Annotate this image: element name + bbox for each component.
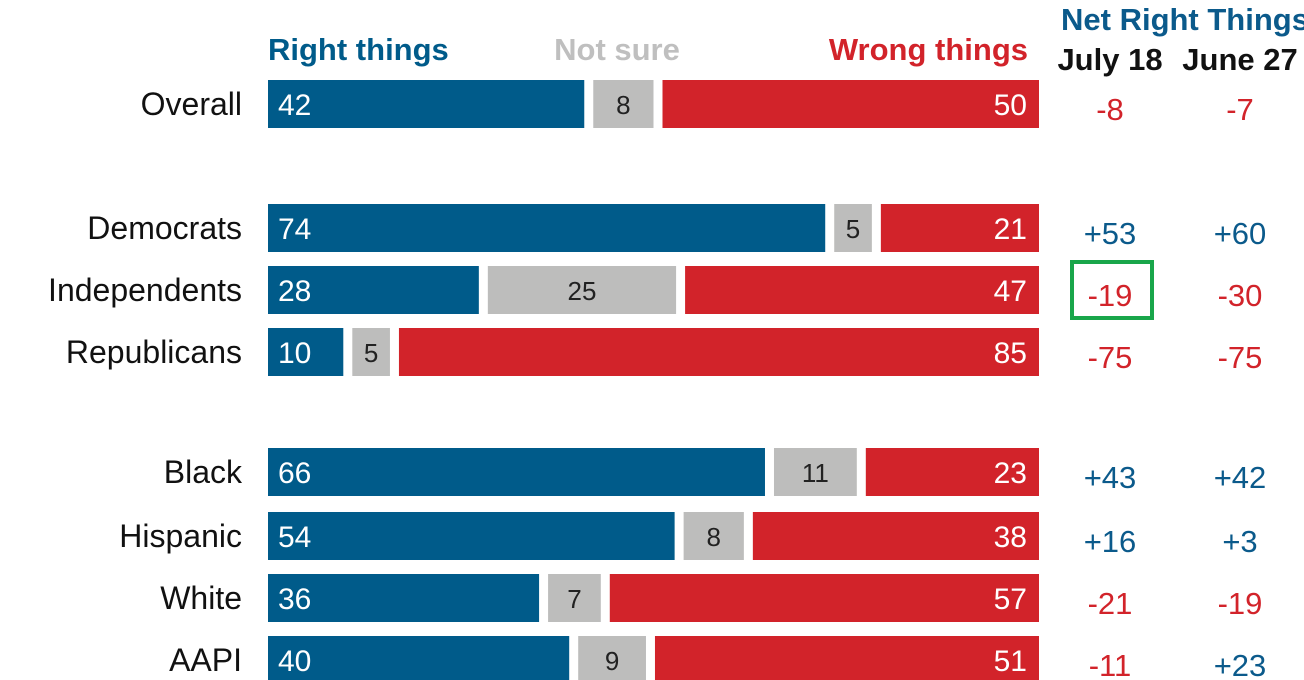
bar-wrong-republicans [398,328,1039,376]
bar-wrong-democrats [880,204,1039,252]
bar-notsure-black [773,448,857,496]
row-label-white: White [160,580,242,616]
row-label-overall: Overall [141,86,242,122]
bar-notsure-overall [593,80,654,128]
value-wrong-republicans: 85 [994,337,1027,370]
net-july18-republicans: -75 [1088,340,1133,375]
bar-right-aapi [268,636,570,680]
value-right-overall: 42 [278,89,311,122]
value-notsure-white: 7 [567,584,581,614]
net-july18-black: +43 [1084,460,1137,495]
net-header-july18: July 18 [1057,42,1162,77]
value-wrong-overall: 50 [994,89,1027,122]
bar-wrong-aapi [654,636,1039,680]
bar-right-independents [268,266,479,314]
bar-notsure-independents [487,266,677,314]
row-label-hispanic: Hispanic [119,518,242,554]
value-notsure-black: 11 [802,458,829,488]
bar-notsure-republicans [352,328,390,376]
bar-right-overall [268,80,585,128]
value-wrong-independents: 47 [994,275,1027,308]
net-june27-independents: -30 [1218,278,1263,313]
value-wrong-hispanic: 38 [994,521,1027,554]
value-wrong-white: 57 [994,583,1027,616]
net-header-june27: June 27 [1182,42,1297,77]
net-june27-democrats: +60 [1214,216,1267,251]
bar-right-white [268,574,540,622]
net-july18-white: -21 [1088,586,1133,621]
value-right-black: 66 [278,457,311,490]
net-july18-democrats: +53 [1084,216,1137,251]
value-right-republicans: 10 [278,337,311,370]
net-june27-hispanic: +3 [1222,524,1257,559]
value-wrong-black: 23 [994,457,1027,490]
row-label-independents: Independents [48,272,242,308]
value-right-independents: 28 [278,275,311,308]
net-header-title: Net Right Things [1061,2,1304,37]
highlight-box [1070,260,1154,320]
row-label-republicans: Republicans [66,334,242,370]
value-right-aapi: 40 [278,645,311,678]
bar-wrong-black [865,448,1039,496]
value-right-democrats: 74 [278,213,311,246]
value-right-hispanic: 54 [278,521,311,554]
bar-rows: Overall 42 8 50 -8 -7 Democrats 74 5 21 +53 +60 Inde… [48,80,1266,680]
bar-wrong-hispanic [752,512,1039,560]
bar-right-republicans [268,328,344,376]
value-notsure-aapi: 9 [605,646,619,676]
net-june27-overall: -7 [1226,92,1254,127]
value-notsure-overall: 8 [616,90,630,120]
bar-wrong-overall [662,80,1039,128]
row-label-democrats: Democrats [87,210,242,246]
net-june27-republicans: -75 [1218,340,1263,375]
value-notsure-hispanic: 8 [707,522,721,552]
bar-notsure-hispanic [683,512,744,560]
bar-right-hispanic [268,512,675,560]
value-wrong-democrats: 21 [994,213,1027,246]
net-june27-white: -19 [1218,586,1263,621]
value-notsure-independents: 25 [568,276,597,306]
bar-right-democrats [268,204,826,252]
row-label-aapi: AAPI [169,642,242,678]
net-july18-aapi: -11 [1089,648,1132,680]
net-june27-black: +42 [1214,460,1267,495]
value-notsure-democrats: 5 [846,214,860,244]
legend-not-sure: Not sure [554,32,680,67]
value-right-white: 36 [278,583,311,616]
bar-notsure-aapi [578,636,646,680]
bar-wrong-white [609,574,1039,622]
row-label-black: Black [164,454,243,490]
legend-right-things: Right things [268,32,449,67]
net-july18-overall: -8 [1096,92,1124,127]
value-wrong-aapi: 51 [994,645,1027,678]
bar-notsure-white [548,574,601,622]
bar-right-black [268,448,765,496]
value-notsure-republicans: 5 [364,338,378,368]
bar-notsure-democrats [834,204,872,252]
net-july18-independents: -19 [1088,278,1133,313]
legend-wrong-things: Wrong things [829,32,1028,67]
net-june27-aapi: +23 [1214,648,1267,680]
bar-wrong-independents [685,266,1039,314]
net-july18-hispanic: +16 [1084,524,1137,559]
